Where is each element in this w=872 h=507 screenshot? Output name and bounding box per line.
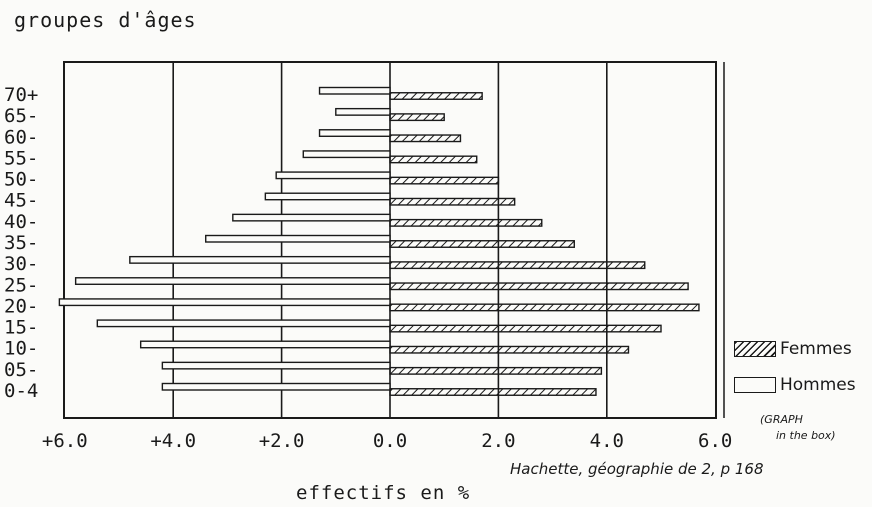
bar-hommes — [275, 171, 391, 180]
bar-femmes — [389, 134, 462, 143]
bar-femmes — [389, 176, 500, 185]
x-tick-labels: +6.0 +4.0 +2.0 0.0 2.0 4.0 6.0 — [42, 430, 732, 452]
bar-femmes — [389, 388, 597, 396]
bar-femmes — [389, 218, 543, 227]
bar-hommes — [96, 319, 391, 328]
bar-hommes — [318, 129, 391, 137]
bar-hommes — [205, 234, 391, 243]
bar-femmes — [389, 282, 689, 291]
bar-hommes — [302, 150, 391, 159]
y-tick-label: 50- — [4, 169, 38, 191]
legend-item-hommes: Hommes — [734, 374, 856, 396]
y-tick-label: 15- — [4, 317, 38, 339]
bar-femmes — [389, 240, 575, 248]
annotation-note-line2: in the box) — [776, 429, 836, 442]
legend-swatch-hatched — [734, 341, 776, 357]
source-credit: Hachette, géographie de 2, p 168 — [510, 460, 764, 478]
bar-femmes — [389, 345, 630, 354]
x-tick-label: 2.0 — [481, 430, 515, 452]
bar-hommes — [129, 255, 391, 264]
bar-hommes — [74, 277, 391, 285]
y-tick-label: 40- — [4, 211, 38, 233]
y-tick-label: 30- — [4, 253, 38, 275]
y-tick-label: 45- — [4, 190, 38, 212]
x-tick-label: 0.0 — [373, 430, 407, 452]
bar-hommes — [161, 361, 391, 370]
y-tick-labels: 0-405-10-15-20-25-30-35-40-45-50-55-60-6… — [4, 84, 38, 402]
y-tick-label: 60- — [4, 126, 38, 148]
x-tick-label: +2.0 — [259, 430, 305, 452]
y-tick-label: 35- — [4, 232, 38, 254]
bar-hommes — [335, 107, 391, 116]
x-tick-label: 4.0 — [590, 430, 624, 452]
annotation-note-line1: (GRAPH — [760, 413, 803, 426]
bars — [58, 86, 700, 396]
bar-hommes — [318, 86, 391, 95]
legend-label-hommes: Hommes — [780, 375, 856, 395]
bar-femmes — [389, 366, 603, 375]
bar-femmes — [389, 197, 516, 206]
bar-femmes — [389, 113, 445, 122]
y-tick-label: 10- — [4, 338, 38, 360]
legend-label-femmes: Femmes — [780, 339, 852, 359]
x-tick-label: +6.0 — [42, 430, 88, 452]
y-tick-label: 65- — [4, 105, 38, 127]
bar-hommes — [161, 382, 391, 391]
y-tick-label: 0-4 — [4, 380, 38, 402]
y-tick-label: 55- — [4, 147, 38, 169]
bar-hommes — [139, 340, 391, 349]
y-tick-label: 20- — [4, 295, 38, 317]
legend-swatch-open — [734, 377, 776, 393]
bar-femmes — [389, 155, 478, 164]
annotation-note: (GRAPH in the box) — [760, 412, 836, 444]
bar-femmes — [389, 303, 700, 312]
bar-femmes — [389, 92, 483, 100]
x-axis-label: effectifs en % — [296, 482, 471, 504]
bar-hommes — [264, 192, 391, 201]
chart-title: groupes d'âges — [14, 8, 197, 32]
legend-item-femmes: Femmes — [734, 338, 852, 360]
bar-femmes — [389, 324, 662, 333]
y-tick-label: 70+ — [4, 84, 38, 106]
y-tick-label: 25- — [4, 274, 38, 296]
bar-femmes — [389, 261, 646, 270]
x-tick-label: 6.0 — [698, 430, 732, 452]
bar-hommes — [58, 298, 391, 307]
x-tick-label: +4.0 — [150, 430, 196, 452]
bar-hommes — [232, 213, 391, 222]
y-tick-label: 05- — [4, 359, 38, 381]
